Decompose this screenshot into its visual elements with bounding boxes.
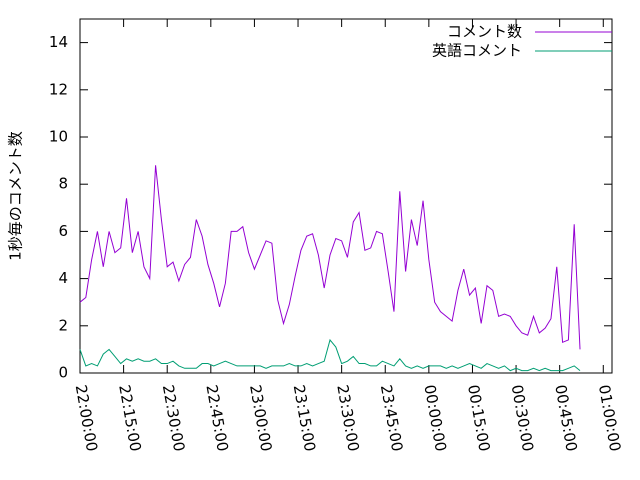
x-tick-label: 22:15:00 xyxy=(115,383,144,452)
x-tick-label: 00:00:00 xyxy=(420,383,449,452)
x-tick-label: 23:45:00 xyxy=(377,383,406,452)
y-tick-label: 10 xyxy=(49,128,68,146)
x-tick-label: 22:00:00 xyxy=(72,383,101,452)
y-tick-label: 14 xyxy=(49,33,68,51)
y-axis-label: 1秒毎のコメント数 xyxy=(7,131,25,261)
y-tick-label: 0 xyxy=(58,364,68,382)
series-line xyxy=(79,165,581,350)
x-tick-label: 23:30:00 xyxy=(333,383,362,452)
x-tick-label: 00:45:00 xyxy=(551,383,580,452)
x-tick-label: 00:15:00 xyxy=(464,383,493,452)
x-tick-label: 01:00:00 xyxy=(595,383,624,452)
x-tick-label: 23:15:00 xyxy=(290,383,319,452)
x-tick-label: 22:45:00 xyxy=(202,383,231,452)
y-tick-label: 2 xyxy=(58,316,68,334)
y-tick-label: 12 xyxy=(49,80,68,98)
y-tick-label: 4 xyxy=(58,269,68,287)
legend-label: 英語コメント xyxy=(432,42,522,60)
x-tick-label: 22:30:00 xyxy=(159,383,188,452)
x-tick-label: 00:30:00 xyxy=(508,383,537,452)
legend-label: コメント数 xyxy=(447,23,522,41)
y-tick-label: 6 xyxy=(58,222,68,240)
plot-border xyxy=(79,18,613,374)
x-tick-label: 23:00:00 xyxy=(246,383,275,452)
series-line xyxy=(79,338,581,372)
y-tick-label: 8 xyxy=(58,175,68,193)
